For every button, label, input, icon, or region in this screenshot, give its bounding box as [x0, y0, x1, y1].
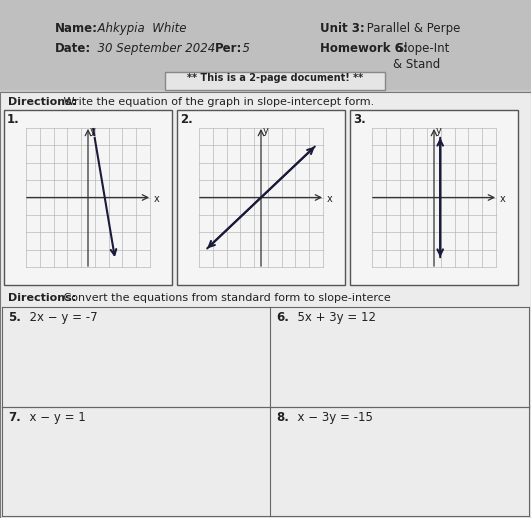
- Text: Date:: Date:: [55, 42, 91, 55]
- Text: ** This is a 2-page document! **: ** This is a 2-page document! **: [187, 73, 363, 83]
- Text: Convert the equations from standard form to slope-interce: Convert the equations from standard form…: [60, 293, 391, 303]
- Text: Directions:: Directions:: [8, 97, 76, 107]
- Bar: [165, 72, 385, 90]
- Text: 3.: 3.: [353, 113, 366, 126]
- Text: y: y: [436, 126, 442, 136]
- Text: 6.: 6.: [276, 311, 289, 324]
- Text: 8.: 8.: [276, 411, 289, 424]
- Text: x − 3y = -15: x − 3y = -15: [290, 411, 373, 424]
- Text: x: x: [500, 194, 506, 204]
- Text: 2.: 2.: [180, 113, 193, 126]
- Text: Slope-Int: Slope-Int: [393, 42, 449, 55]
- Text: Per:: Per:: [215, 42, 242, 55]
- Text: 30 September 2024: 30 September 2024: [90, 42, 215, 55]
- Text: Write the equation of the graph in slope-intercept form.: Write the equation of the graph in slope…: [60, 97, 374, 107]
- Text: 5: 5: [235, 42, 250, 55]
- Text: 1.: 1.: [7, 113, 20, 126]
- Text: Name:: Name:: [55, 22, 98, 35]
- Bar: [0, 0, 531, 90]
- Text: Parallel & Perpe: Parallel & Perpe: [363, 22, 460, 35]
- Text: x: x: [154, 194, 160, 204]
- Text: Unit 3:: Unit 3:: [320, 22, 365, 35]
- Bar: [0, 92, 531, 518]
- Text: y: y: [90, 126, 96, 136]
- Text: 5.: 5.: [8, 311, 21, 324]
- Text: 7.: 7.: [8, 411, 21, 424]
- Text: Homework 6:: Homework 6:: [320, 42, 408, 55]
- Text: x − y = 1: x − y = 1: [22, 411, 85, 424]
- Text: y: y: [263, 126, 269, 136]
- Text: Directions:: Directions:: [8, 293, 76, 303]
- Text: & Stand: & Stand: [393, 58, 440, 71]
- Bar: [350, 110, 518, 285]
- Text: Ahkypia  White: Ahkypia White: [90, 22, 186, 35]
- Text: x: x: [327, 194, 333, 204]
- Text: 2x − y = -7: 2x − y = -7: [22, 311, 98, 324]
- Text: 5x + 3y = 12: 5x + 3y = 12: [290, 311, 376, 324]
- Bar: [177, 110, 345, 285]
- Bar: [4, 110, 172, 285]
